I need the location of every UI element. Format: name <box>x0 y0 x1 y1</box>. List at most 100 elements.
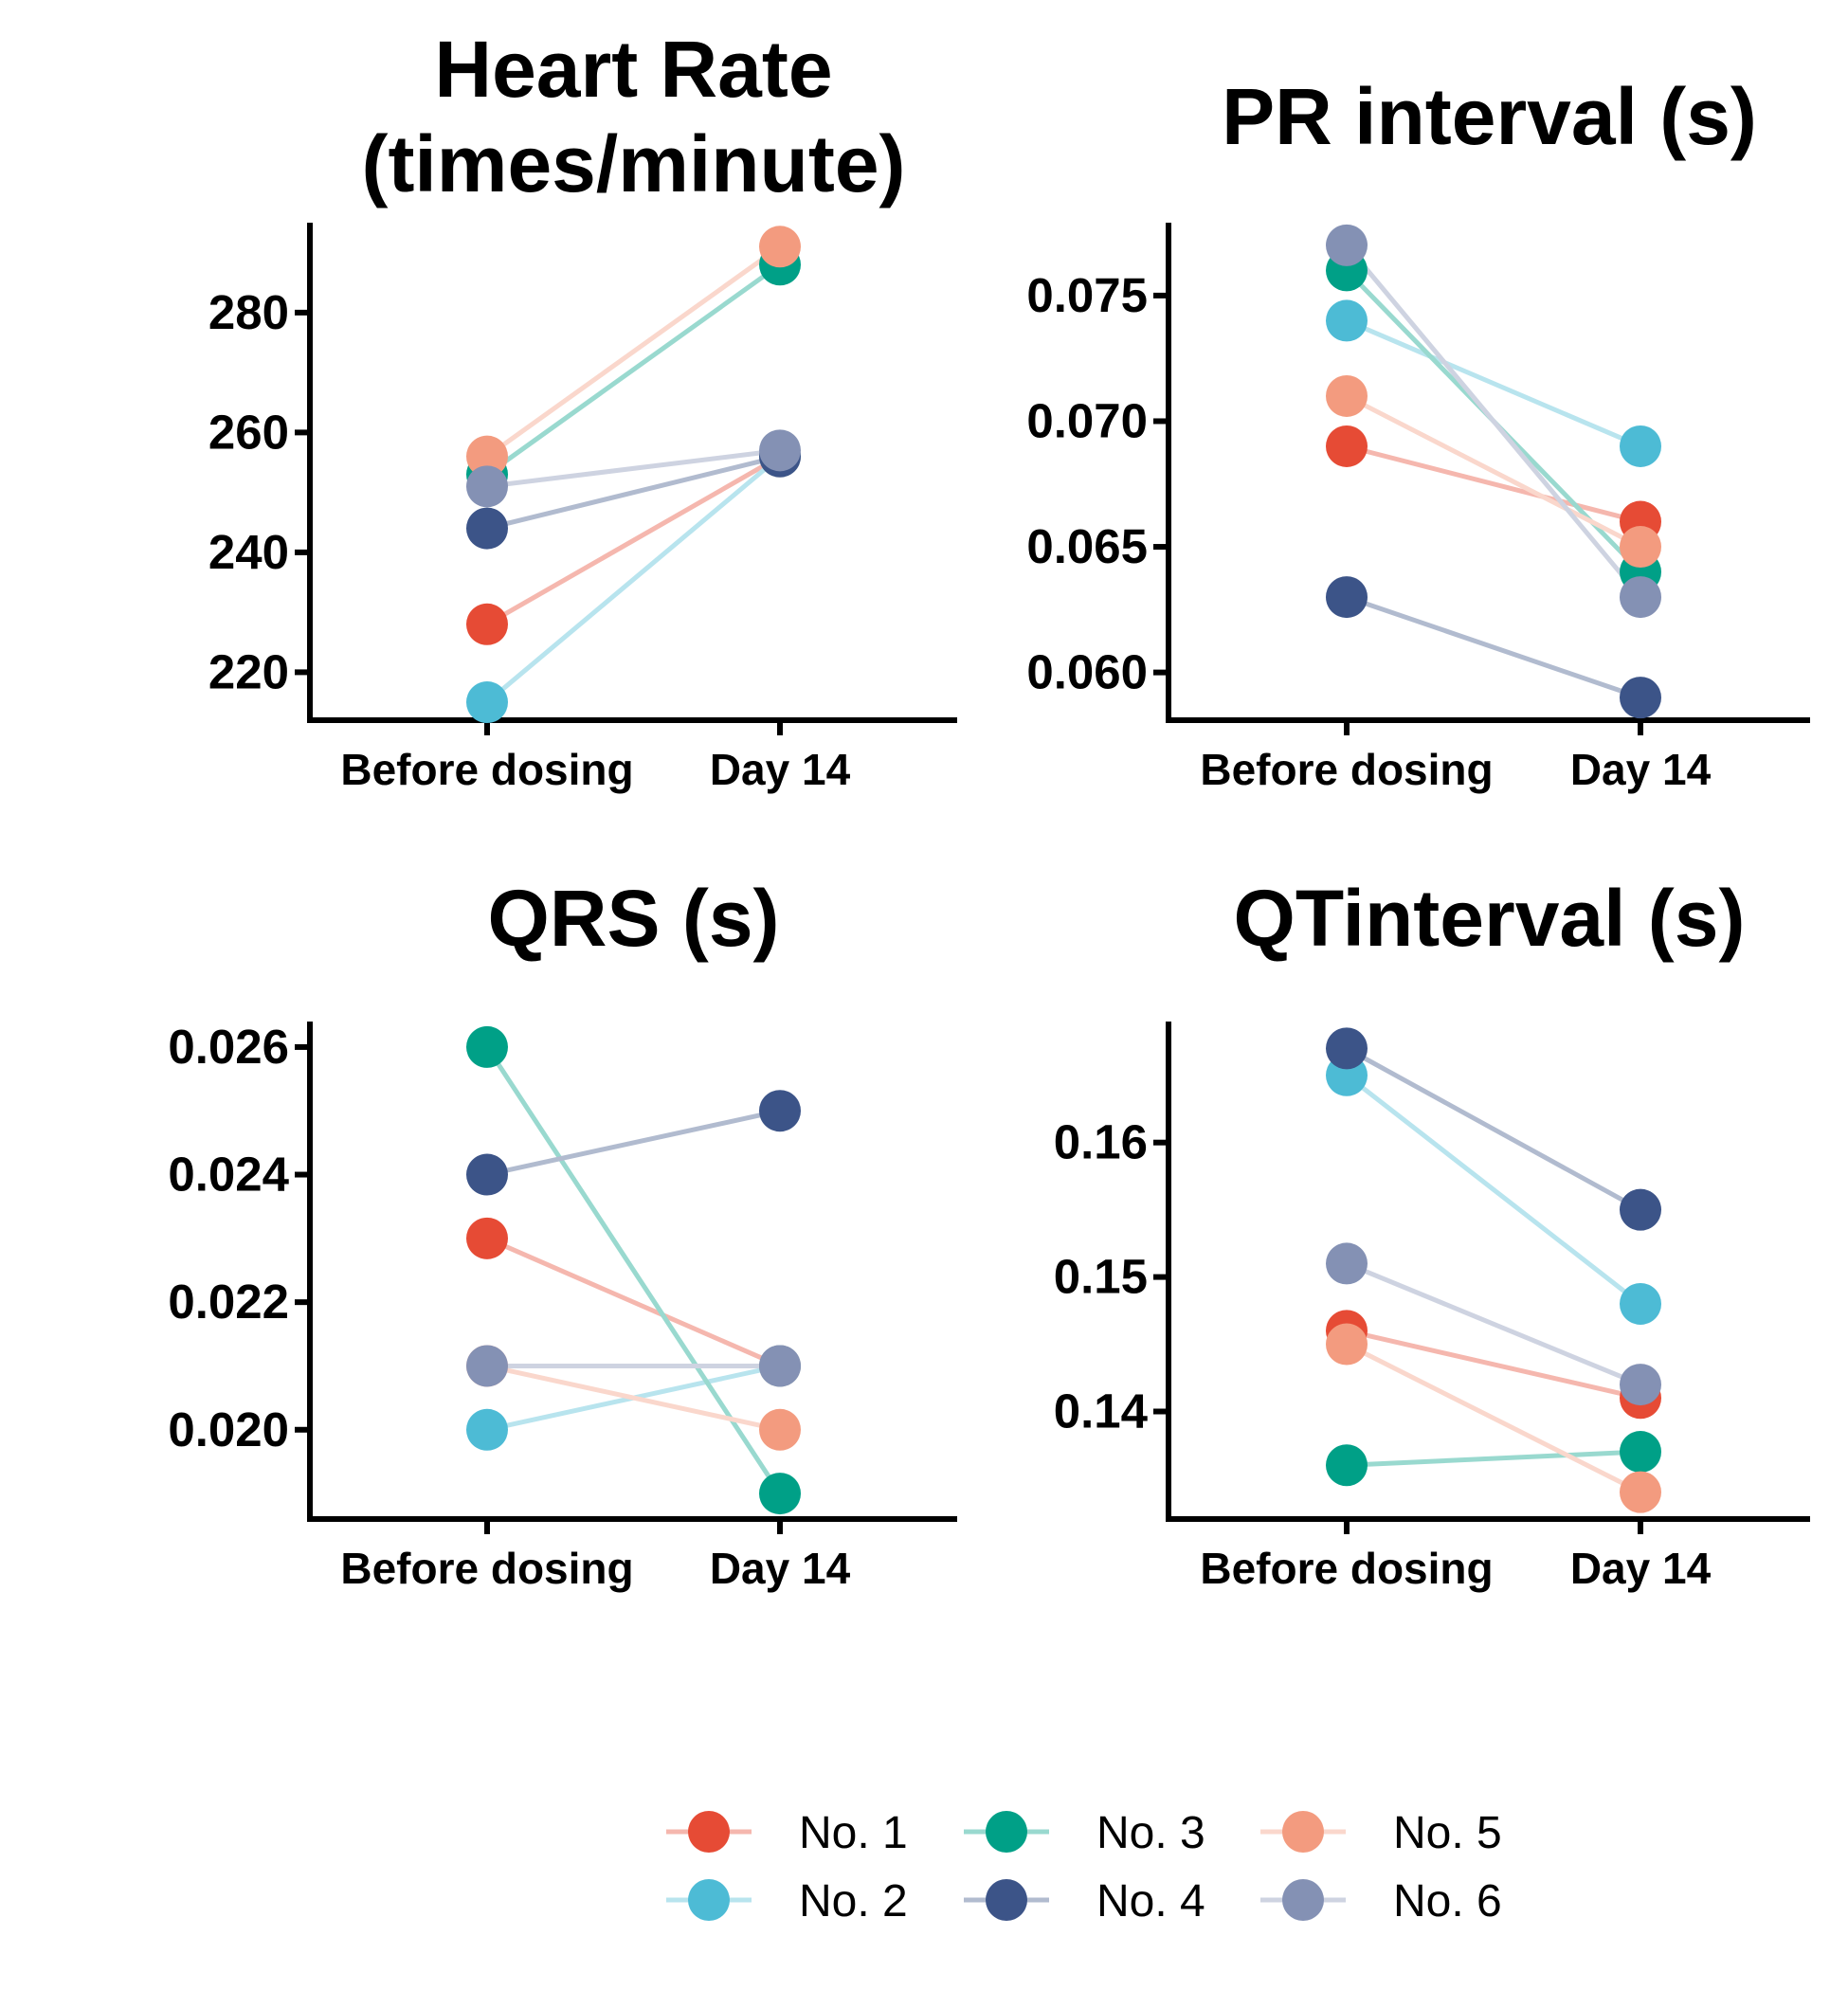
data-point-no4 <box>466 1153 508 1196</box>
series-line-no3 <box>485 262 782 477</box>
series-line-no1 <box>1346 1328 1641 1401</box>
data-point-no1 <box>466 1217 508 1259</box>
y-tick-label: 240 <box>208 525 289 579</box>
series-line-no5 <box>486 1364 781 1433</box>
data-point-no2 <box>466 681 508 724</box>
y-tick-label: 0.022 <box>168 1275 289 1329</box>
data-point-no3 <box>759 1473 801 1515</box>
data-point-no2 <box>1326 299 1368 342</box>
legend-label: No. 1 <box>799 1808 908 1858</box>
data-point-no4 <box>1620 677 1661 719</box>
y-tick-label: 0.065 <box>1026 519 1148 573</box>
data-point-no1 <box>1326 425 1368 467</box>
series-line-no5 <box>1345 393 1642 550</box>
x-tick-label: Day 14 <box>710 745 851 794</box>
data-point-no3 <box>466 1025 508 1068</box>
series-line-no4 <box>1346 594 1641 700</box>
data-point-no5 <box>1620 526 1661 569</box>
data-point-no6 <box>1326 224 1368 266</box>
legend-item: No. 4 <box>964 1876 1205 1927</box>
x-tick-label: Before dosing <box>1200 745 1493 794</box>
data-point-no6 <box>759 1345 801 1387</box>
data-point-no4 <box>759 1090 801 1132</box>
chart-title: (times/minute) <box>361 119 905 208</box>
y-tick-label: 0.16 <box>1054 1115 1148 1169</box>
series-line-no4 <box>486 1108 781 1177</box>
legend-marker <box>986 1811 1027 1853</box>
data-point-no3 <box>1620 1431 1661 1474</box>
series-line-no3 <box>484 1045 783 1495</box>
series-line-no6 <box>1346 1261 1641 1387</box>
chart-title: Heart Rate <box>434 25 832 114</box>
x-tick-label: Day 14 <box>1570 1544 1712 1593</box>
data-point-no4 <box>1620 1188 1661 1231</box>
legend-label: No. 4 <box>1096 1876 1205 1927</box>
y-tick-label: 0.075 <box>1026 268 1148 322</box>
legend-item: No. 5 <box>1260 1808 1502 1858</box>
series-line-no1 <box>1346 443 1641 524</box>
legend-label: No. 6 <box>1393 1876 1502 1927</box>
data-point-no6 <box>1326 1242 1368 1285</box>
legend-marker <box>688 1811 730 1853</box>
y-tick-label: 0.024 <box>168 1148 289 1202</box>
legend-marker <box>688 1879 730 1921</box>
y-tick-label: 280 <box>208 285 289 339</box>
chart-title: QTinterval (s) <box>1234 874 1746 963</box>
chart-panel-qt-interval: QTinterval (s) 0.14 0.15 0.16 Before dosing D… <box>1054 874 1810 1593</box>
y-tick-label: 0.070 <box>1026 393 1148 447</box>
data-point-no6 <box>466 1345 508 1387</box>
data-point-no2 <box>1620 1282 1661 1325</box>
data-point-no6 <box>1620 576 1661 619</box>
legend-label: No. 3 <box>1096 1808 1205 1858</box>
data-point-no5 <box>1326 374 1368 417</box>
data-point-no5 <box>466 435 508 478</box>
chart-panel-qrs: QRS (s) 0.020 0.022 0.024 0.026 Before dosing… <box>168 874 957 1593</box>
legend-marker <box>1282 1811 1324 1853</box>
y-tick-label: 0.026 <box>168 1020 289 1074</box>
series-line-no3 <box>1346 1449 1641 1468</box>
data-point-no5 <box>759 226 801 268</box>
legend-item: No. 3 <box>964 1808 1205 1858</box>
series-line-no1 <box>485 454 782 626</box>
x-tick-label: Day 14 <box>710 1544 851 1593</box>
series-line-no2 <box>1346 318 1641 449</box>
data-point-no1 <box>466 603 508 645</box>
x-tick-label: Before dosing <box>1200 1544 1493 1593</box>
data-point-no4 <box>466 507 508 550</box>
data-point-no5 <box>1326 1323 1368 1366</box>
data-point-no4 <box>1326 576 1368 619</box>
series-line-no5 <box>1345 1342 1642 1494</box>
legend-marker <box>986 1879 1027 1921</box>
data-point-no6 <box>466 465 508 508</box>
data-point-no4 <box>1326 1027 1368 1070</box>
data-point-no5 <box>1620 1471 1661 1513</box>
data-point-no6 <box>1620 1364 1661 1406</box>
chart-panel-heart-rate: Heart Rate(times/minute) 220 240 260 280 Befo… <box>208 25 957 794</box>
x-tick-label: Before dosing <box>340 1544 633 1593</box>
x-tick-label: Before dosing <box>340 745 633 794</box>
series-line-no6 <box>1345 244 1642 599</box>
y-tick-label: 0.020 <box>168 1402 289 1456</box>
series-line-no2 <box>1345 1073 1642 1306</box>
chart-title: QRS (s) <box>487 874 779 963</box>
data-point-no3 <box>1326 1444 1368 1487</box>
data-point-no2 <box>1620 425 1661 467</box>
y-tick-label: 260 <box>208 405 289 459</box>
series-line-no1 <box>486 1236 781 1368</box>
y-tick-label: 0.15 <box>1054 1250 1148 1304</box>
series-line-no2 <box>485 454 782 704</box>
y-tick-label: 0.14 <box>1054 1384 1149 1438</box>
legend: No. 1 No. 2 No. 3 No. 4 No. 5 No. 6 <box>666 1808 1502 1927</box>
y-tick-label: 220 <box>208 644 289 698</box>
legend-item: No. 6 <box>1260 1876 1502 1927</box>
data-point-no2 <box>466 1408 508 1451</box>
data-point-no6 <box>759 429 801 472</box>
chart-title: PR interval (s) <box>1222 72 1757 161</box>
legend-item: No. 2 <box>666 1876 908 1927</box>
series-line-no6 <box>486 447 781 489</box>
chart-panels: Heart Rate(times/minute) 220 240 260 280 Befo… <box>168 25 1810 1593</box>
legend-item: No. 1 <box>666 1808 908 1858</box>
data-point-no5 <box>759 1408 801 1451</box>
legend-label: No. 2 <box>799 1876 908 1927</box>
